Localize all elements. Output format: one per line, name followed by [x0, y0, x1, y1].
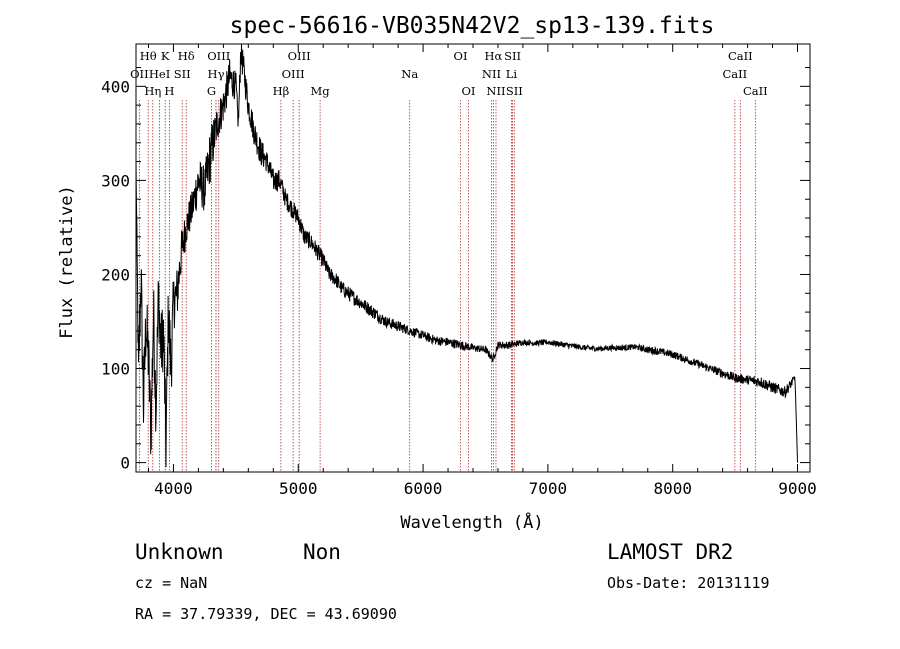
spectral-line-label: CaII — [743, 84, 768, 98]
spectral-line-label: OI — [454, 49, 468, 63]
spectral-line-label: Mg — [311, 84, 331, 98]
spectral-line-label: OIII — [282, 67, 305, 81]
spectral-line-label: Na — [401, 67, 418, 81]
y-tick-label: 200 — [101, 265, 130, 284]
object-class: Unknown — [135, 540, 224, 564]
spectral-line-label: OIII — [288, 49, 311, 63]
spectral-line-label: Hβ — [273, 84, 290, 98]
spectral-line-label: OI — [462, 84, 476, 98]
spectral-line-label: Li — [506, 67, 518, 81]
x-tick-label: 5000 — [279, 479, 318, 498]
x-tick-label: 7000 — [529, 479, 568, 498]
spectral-line-label: Hδ — [178, 49, 195, 63]
y-axis-ticks: 0 100 200 300 400 — [101, 67, 810, 473]
chart-title: spec-56616-VB035N42V2_sp13-139.fits — [230, 13, 715, 39]
spectral-line-markers — [138, 100, 756, 472]
x-tick-label: 9000 — [778, 479, 817, 498]
spectral-line-label: SII — [504, 49, 521, 63]
y-tick-label: 400 — [101, 77, 130, 96]
spectral-line-label: Hα — [484, 49, 502, 63]
redshift-cz: cz = NaN — [135, 574, 207, 592]
spectral-line-label: NII — [482, 67, 501, 81]
x-axis-label: Wavelength (Å) — [400, 511, 543, 533]
spectral-line-label: NII — [486, 84, 505, 98]
spectral-line-label: H — [164, 84, 174, 98]
x-tick-label: 4000 — [154, 479, 193, 498]
x-axis-ticks: 4000 5000 6000 7000 8000 9000 — [147, 44, 817, 498]
spectral-line-label: Hθ — [140, 49, 157, 63]
coordinates: RA = 37.79339, DEC = 43.69090 — [135, 605, 397, 623]
y-axis-label: Flux (relative) — [57, 185, 77, 339]
spectral-line-label: K — [161, 49, 170, 63]
spectral-line-label: G — [207, 84, 216, 98]
x-tick-label: 6000 — [404, 479, 443, 498]
spectral-line-label: SII — [174, 67, 191, 81]
spectrum-series-line — [135, 43, 798, 468]
spectral-line-label: Hγ — [208, 67, 225, 81]
spectral-line-label: Hη — [144, 84, 161, 98]
spectral-line-label: OIII — [207, 49, 230, 63]
spectral-line-label: SII — [506, 84, 523, 98]
y-tick-label: 0 — [120, 454, 130, 473]
y-tick-label: 300 — [101, 171, 130, 190]
spectral-line-label: HeI — [149, 67, 170, 81]
y-tick-label: 100 — [101, 360, 130, 379]
spectral-line-label: CaII — [722, 67, 747, 81]
object-subclass: Non — [303, 540, 341, 564]
observation-date: Obs-Date: 20131119 — [607, 574, 770, 592]
spectral-line-label: OII — [130, 67, 149, 81]
survey-name: LAMOST DR2 — [607, 540, 733, 564]
x-tick-label: 8000 — [653, 479, 692, 498]
spectral-line-label: CaII — [728, 49, 753, 63]
